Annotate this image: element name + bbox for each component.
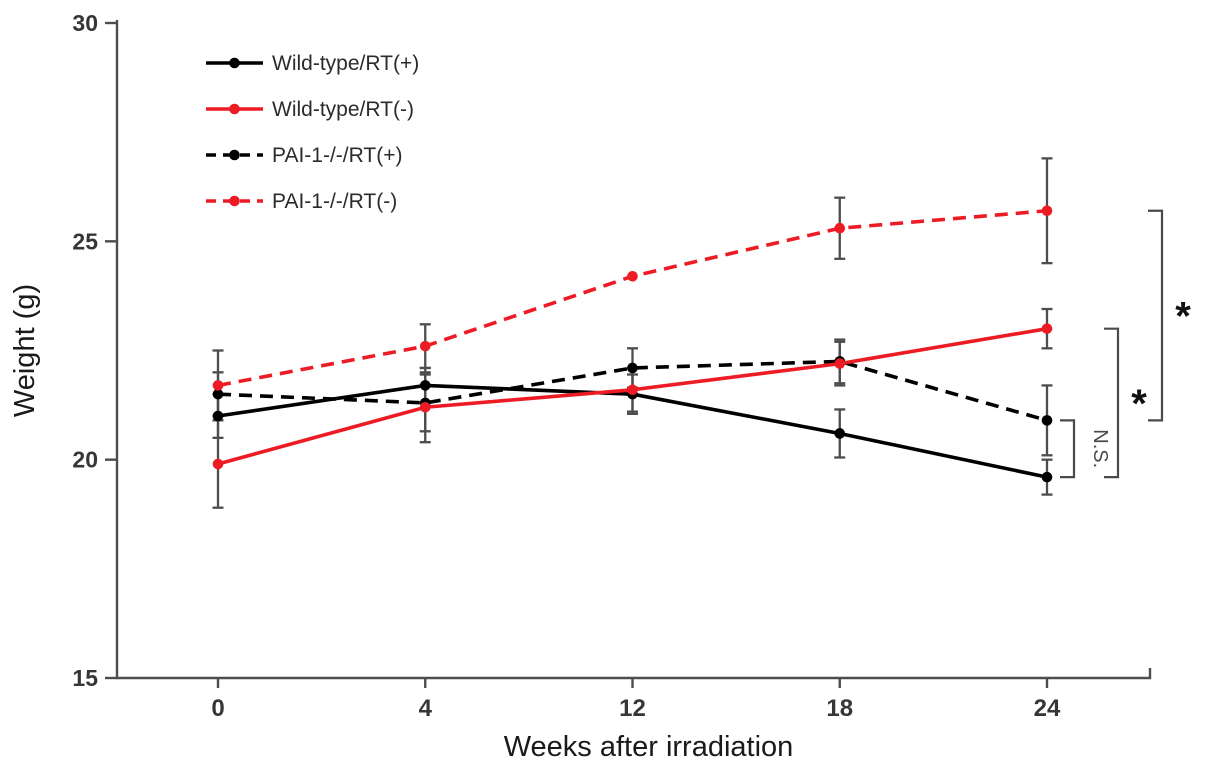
data-point-marker bbox=[212, 388, 224, 400]
axes: 30 25 20 15 0 4 12 18 24 Weight (g) Weeks after ir… bbox=[9, 10, 1152, 763]
data-point-marker bbox=[419, 401, 431, 413]
bracket-path bbox=[1104, 327, 1120, 479]
significance-bracket-star-1: * bbox=[1104, 327, 1147, 479]
legend-item-pai-1-rt: PAI-1-/-/RT(+) bbox=[206, 144, 402, 167]
x-tick-label-12: 12 bbox=[619, 695, 646, 722]
data-point-marker bbox=[834, 428, 846, 439]
legend-item-wild-type-rt: Wild-type/RT(+) bbox=[206, 52, 419, 75]
bracket-path bbox=[1148, 209, 1164, 422]
x-tick-label-4: 4 bbox=[419, 695, 433, 722]
legend-marker bbox=[229, 195, 240, 207]
legend-marker bbox=[229, 149, 240, 161]
legend-label: Wild-type/RT(-) bbox=[272, 98, 414, 121]
legend-label: Wild-type/RT(+) bbox=[272, 52, 419, 75]
legend-item-wild-type-rt: Wild-type/RT(-) bbox=[206, 98, 414, 121]
significance-annotations: N.S. * * bbox=[1060, 209, 1191, 479]
y-tick-label-25: 25 bbox=[72, 228, 98, 254]
data-point-marker bbox=[1041, 205, 1053, 217]
series-line bbox=[217, 359, 1048, 423]
bracket-path bbox=[1060, 419, 1076, 479]
data-point-marker bbox=[627, 270, 638, 282]
data-point-marker bbox=[627, 384, 638, 396]
x-tick-label-24: 24 bbox=[1034, 695, 1061, 722]
legend-marker bbox=[229, 103, 240, 115]
data-point-marker bbox=[834, 358, 846, 369]
legend-marker bbox=[229, 57, 240, 69]
data-point-marker bbox=[212, 458, 224, 470]
y-tick-label-30: 30 bbox=[72, 10, 98, 36]
series-wild-type-rt bbox=[212, 323, 1053, 470]
legend-item-pai-1-rt: PAI-1-/-/RT(-) bbox=[206, 190, 397, 213]
bracket-label-star: * bbox=[1175, 295, 1191, 339]
data-point-marker bbox=[419, 380, 431, 391]
error-bars-wild-type-rt bbox=[212, 307, 1053, 509]
x-axis-label: Weeks after irradiation bbox=[504, 731, 794, 763]
data-point-marker bbox=[627, 362, 638, 374]
bracket-label-star: * bbox=[1131, 382, 1147, 426]
series-pai-1-rt bbox=[212, 205, 1053, 391]
data-point-marker bbox=[212, 380, 224, 391]
legend-label: PAI-1-/-/RT(+) bbox=[272, 144, 402, 167]
legend: Wild-type/RT(+) Wild-type/RT(-) PAI-1-/-/R… bbox=[206, 52, 419, 213]
data-point-marker bbox=[1041, 415, 1053, 426]
bracket-label-ns: N.S. bbox=[1089, 429, 1111, 468]
significance-bracket-star-2: * bbox=[1148, 209, 1191, 422]
significance-bracket-ns: N.S. bbox=[1060, 419, 1111, 479]
legend-label: PAI-1-/-/RT(-) bbox=[272, 190, 397, 213]
data-point-marker bbox=[419, 340, 431, 352]
y-tick-label-20: 20 bbox=[72, 447, 98, 473]
x-tick-label-18: 18 bbox=[826, 695, 853, 722]
x-tick-label-0: 0 bbox=[211, 695, 224, 722]
data-point-marker bbox=[834, 222, 846, 234]
y-axis-label: Weight (g) bbox=[9, 284, 41, 417]
data-point-marker bbox=[1041, 471, 1053, 483]
data-point-marker bbox=[212, 410, 224, 422]
y-tick-label-15: 15 bbox=[72, 665, 98, 691]
data-point-marker bbox=[1041, 323, 1053, 334]
